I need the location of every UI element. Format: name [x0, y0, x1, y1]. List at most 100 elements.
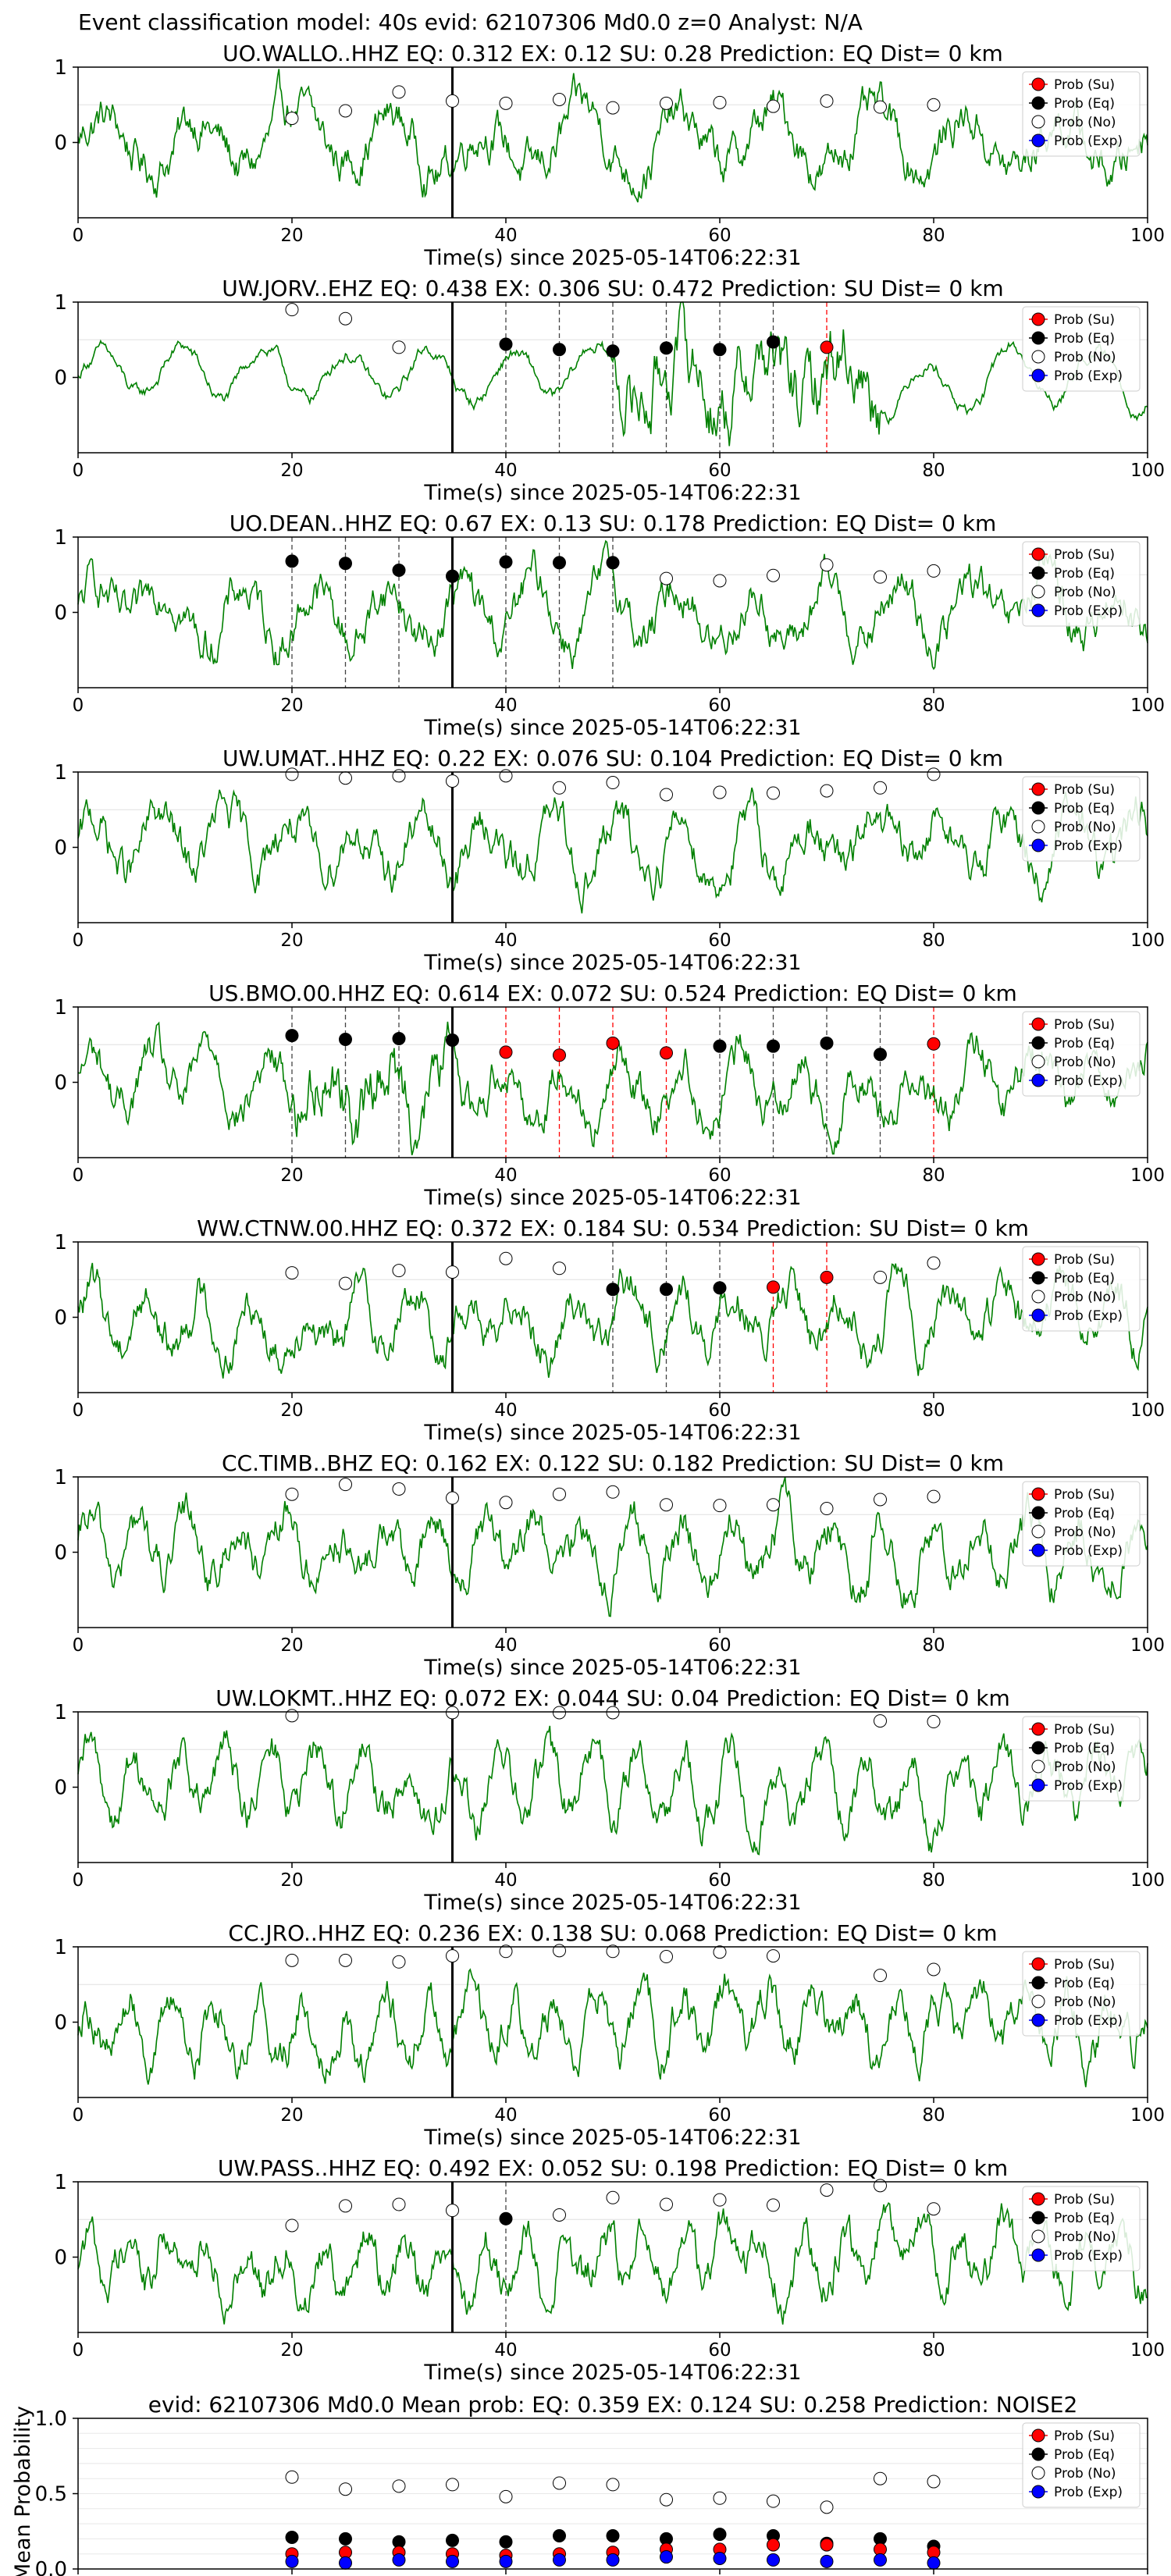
- x-tick-label: 0: [73, 461, 84, 481]
- legend-label: Prob (No): [1054, 1759, 1116, 1775]
- prob-point-no: [874, 570, 887, 584]
- legend-item: Prob (Exp): [1029, 2248, 1123, 2264]
- prob-point-no: [874, 100, 887, 114]
- prob-point-no: [553, 1261, 566, 1276]
- prob-point-no: [499, 769, 513, 783]
- prob-point-no: [606, 1944, 620, 1959]
- waveform-line: [77, 1968, 1148, 2087]
- prob-point-no: [499, 1496, 513, 1510]
- y-tick-label: 0: [54, 367, 67, 390]
- prob-point-no: [767, 2198, 780, 2212]
- legend-item: Prob (No): [1029, 1759, 1116, 1775]
- legend: Prob (Su) Prob (Eq) Prob (No) Prob (Exp): [1022, 1481, 1141, 1567]
- mean-prob-point: [606, 2478, 620, 2492]
- legend-box: [1022, 1481, 1141, 1567]
- y-axis-label: Mean Probability: [11, 2406, 35, 2576]
- mean-prob-point: [713, 2491, 727, 2505]
- legend-item: Prob (Su): [1029, 1722, 1115, 1738]
- prob-point-no: [285, 767, 299, 781]
- legend-marker: [1031, 350, 1045, 364]
- legend-label: Prob (Exp): [1054, 1543, 1123, 1559]
- prob-point-no: [820, 2183, 834, 2197]
- legend-label: Prob (Eq): [1054, 2211, 1115, 2226]
- legend-marker: [1031, 1543, 1045, 1557]
- legend-marker: [1031, 2485, 1045, 2499]
- legend-item: Prob (No): [1029, 350, 1116, 365]
- x-tick-label: 100: [1130, 930, 1165, 951]
- mean-prob-point: [392, 2479, 406, 2493]
- legend-box: [1022, 1716, 1141, 1802]
- prob-point-eq: [499, 555, 513, 569]
- legend-marker: [1031, 2211, 1045, 2225]
- x-axis-label: Time(s) since 2025-05-14T06:22:31: [423, 481, 801, 505]
- legend-marker: [1031, 2013, 1045, 2027]
- prob-point-no: [392, 2197, 406, 2211]
- legend-marker: [1031, 115, 1045, 129]
- legend-marker: [1031, 547, 1045, 561]
- prob-point-no: [874, 1493, 887, 1507]
- legend-item: Prob (Su): [1029, 312, 1115, 328]
- legend-marker: [1031, 801, 1045, 815]
- legend-label: Prob (Exp): [1054, 2013, 1123, 2029]
- prob-point-no: [553, 1944, 566, 1958]
- legend-marker: [1031, 1017, 1045, 1031]
- prob-point-eq: [392, 1032, 406, 1046]
- mean-prob-point: [499, 2554, 513, 2568]
- legend-item: Prob (No): [1029, 585, 1116, 600]
- legend-marker: [1031, 1036, 1045, 1050]
- panel-title: CC.TIMB..BHZ EQ: 0.162 EX: 0.122 SU: 0.1…: [222, 1450, 1004, 1476]
- prob-point-no: [339, 771, 352, 785]
- legend-box: [1022, 776, 1141, 862]
- prob-point-eq: [499, 337, 513, 351]
- x-tick-label: 80: [922, 226, 945, 246]
- prob-point-no: [660, 1950, 673, 1964]
- legend-label: Prob (No): [1054, 1055, 1116, 1070]
- legend-item: Prob (Su): [1029, 2428, 1115, 2444]
- prob-point-no: [713, 2193, 727, 2207]
- legend-item: Prob (Exp): [1029, 1308, 1123, 1324]
- prob-point-no: [927, 1256, 941, 1270]
- x-axis-label: Time(s) since 2025-05-14T06:22:31: [423, 951, 801, 975]
- legend-item: Prob (Exp): [1029, 1543, 1123, 1559]
- x-tick-label: 40: [494, 2340, 517, 2361]
- legend-label: Prob (Su): [1054, 1017, 1115, 1033]
- legend-item: Prob (Su): [1029, 1957, 1115, 1973]
- prob-point-no: [446, 1491, 459, 1505]
- prob-point-no: [446, 1706, 459, 1720]
- legend-marker: [1031, 1055, 1045, 1069]
- prob-point-no: [874, 781, 887, 795]
- x-tick-label: 80: [922, 1400, 945, 1421]
- plot-frame: [77, 66, 1148, 219]
- waveform-line: [77, 301, 1148, 447]
- y-tick-label: 0.5: [35, 2483, 67, 2507]
- prob-point-eq: [713, 1039, 727, 1053]
- legend-label: Prob (Eq): [1054, 1271, 1115, 1286]
- prob-point-eq: [713, 1281, 727, 1295]
- legend-marker: [1031, 566, 1045, 580]
- x-tick-label: 100: [1130, 2105, 1165, 2126]
- legend-marker: [1031, 331, 1045, 345]
- legend-label: Prob (No): [1054, 820, 1116, 835]
- legend-box: [1022, 1951, 1141, 2037]
- chart-panel: UW.PASS..HHZ EQ: 0.492 EX: 0.052 SU: 0.1…: [54, 2155, 1165, 2385]
- x-tick-label: 100: [1130, 2340, 1165, 2361]
- prob-point-no: [713, 95, 727, 109]
- panel-title: UW.UMAT..HHZ EQ: 0.22 EX: 0.076 SU: 0.10…: [222, 745, 1003, 771]
- y-tick-label: 1: [54, 1936, 67, 1959]
- prob-point-no: [339, 1953, 352, 1967]
- prob-point-no: [927, 1715, 941, 1729]
- plot-frame: [77, 1241, 1148, 1393]
- legend-marker: [1031, 2428, 1045, 2443]
- prob-point-eq: [499, 2211, 513, 2226]
- legend-item: Prob (Exp): [1029, 2485, 1123, 2500]
- legend-item: Prob (Exp): [1029, 1073, 1123, 1089]
- prob-point-no: [767, 786, 780, 800]
- legend-item: Prob (No): [1029, 2229, 1116, 2245]
- mean-prob-point: [446, 2478, 459, 2492]
- x-tick-label: 60: [708, 1400, 731, 1421]
- y-tick-label: 1: [54, 761, 67, 785]
- legend-marker: [1031, 1506, 1045, 1520]
- prob-point-no: [285, 2218, 299, 2233]
- x-tick-label: 0: [73, 2105, 84, 2126]
